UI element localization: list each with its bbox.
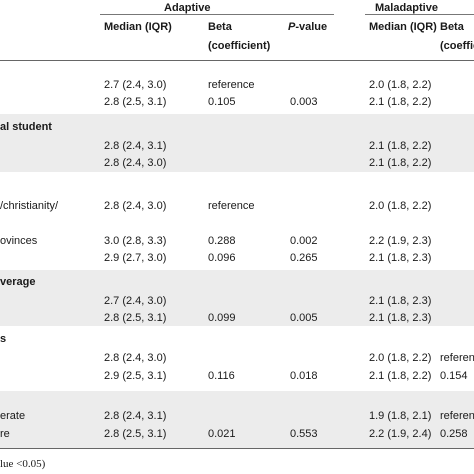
row-label: erate: [0, 410, 26, 422]
cell-beta-adaptive: reference: [208, 200, 255, 212]
cell-median-adaptive: 2.8 (2.4, 3.1): [104, 410, 167, 422]
cell-median-maladaptive: 2.0 (1.8, 2.2): [369, 79, 432, 91]
section-label: s: [0, 333, 7, 345]
cell-p-value: 0.005: [290, 312, 318, 324]
header-beta-adaptive: Beta: [208, 21, 232, 33]
cell-beta-adaptive: 0.288: [208, 235, 236, 247]
cell-median-maladaptive: 2.1 (1.8, 2.3): [369, 312, 432, 324]
cell-median-adaptive: 2.8 (2.4, 3.0): [104, 352, 167, 364]
header-median-adaptive: Median (IQR): [104, 21, 172, 33]
header-bottom-rule: [0, 60, 474, 61]
table-footnote: lue <0.05): [0, 458, 46, 470]
cell-median-adaptive: 2.8 (2.4, 3.1): [104, 140, 167, 152]
row-label: /christianity/: [0, 200, 59, 212]
cell-median-maladaptive: 2.1 (1.8, 2.2): [369, 96, 432, 108]
cell-median-adaptive: 3.0 (2.8, 3.3): [104, 235, 167, 247]
section-label: verage: [0, 276, 36, 288]
cell-median-maladaptive: 2.0 (1.8, 2.2): [369, 200, 432, 212]
header-group-maladaptive: Maladaptive: [375, 2, 438, 14]
cell-beta-adaptive: 0.096: [208, 252, 236, 264]
cell-median-adaptive: 2.8 (2.5, 3.1): [104, 428, 167, 440]
row-label: ovinces: [0, 235, 38, 247]
cell-p-value: 0.003: [290, 96, 318, 108]
cell-median-adaptive: 2.7 (2.4, 3.0): [104, 295, 167, 307]
cell-beta-adaptive: 0.099: [208, 312, 236, 324]
header-group-adaptive: Adaptive: [164, 2, 211, 14]
cell-median-maladaptive: 2.2 (1.9, 2.4): [369, 428, 432, 440]
section-band: [0, 391, 474, 448]
table-bottom-rule: [0, 448, 474, 449]
cell-median-adaptive: 2.7 (2.4, 3.0): [104, 79, 167, 91]
section-band: [0, 270, 474, 326]
cell-beta-adaptive: 0.105: [208, 96, 236, 108]
cell-beta-maladaptive: referen: [440, 410, 474, 422]
cell-beta-maladaptive: 0.258: [440, 428, 468, 440]
header-beta-adaptive-line2: (coefficient): [208, 40, 271, 52]
cell-median-maladaptive: 2.1 (1.8, 2.3): [369, 295, 432, 307]
header-median-maladaptive: Median (IQR): [369, 21, 437, 33]
cell-median-maladaptive: 2.0 (1.8, 2.2): [369, 352, 432, 364]
cell-beta-maladaptive: 0.154: [440, 370, 468, 382]
header-group-rule-maladaptive: [365, 14, 474, 15]
header-group-rule-adaptive: [100, 14, 334, 15]
cell-median-maladaptive: 2.1 (1.8, 2.2): [369, 140, 432, 152]
cell-beta-maladaptive: referen: [440, 352, 474, 364]
cell-p-value: 0.002: [290, 235, 318, 247]
section-band: [0, 114, 474, 172]
cell-median-maladaptive: 2.1 (1.8, 2.2): [369, 157, 432, 169]
cell-median-maladaptive: 2.1 (1.8, 2.3): [369, 252, 432, 264]
cell-median-maladaptive: 2.2 (1.9, 2.3): [369, 235, 432, 247]
cell-median-adaptive: 2.9 (2.5, 3.1): [104, 370, 167, 382]
cell-beta-adaptive: 0.116: [208, 370, 235, 382]
cell-median-maladaptive: 2.1 (1.8, 2.2): [369, 370, 432, 382]
header-p-value: P-value: [288, 21, 328, 33]
cell-median-adaptive: 2.8 (2.4, 3.0): [104, 200, 167, 212]
cell-p-value: 0.265: [290, 252, 318, 264]
cell-p-value: 0.018: [290, 370, 318, 382]
cell-p-value: 0.553: [290, 428, 318, 440]
cell-beta-adaptive: 0.021: [208, 428, 236, 440]
header-beta-maladaptive: Beta: [440, 21, 464, 33]
cell-median-adaptive: 2.8 (2.5, 3.1): [104, 96, 167, 108]
row-label: re: [0, 428, 10, 440]
section-label: al student: [0, 121, 52, 133]
cell-median-adaptive: 2.8 (2.5, 3.1): [104, 312, 167, 324]
cell-beta-adaptive: reference: [208, 79, 255, 91]
cell-median-maladaptive: 1.9 (1.8, 2.1): [369, 410, 432, 422]
cell-median-adaptive: 2.8 (2.4, 3.0): [104, 157, 167, 169]
header-beta-maladaptive-line2: (coeffici: [440, 40, 474, 52]
cell-median-adaptive: 2.9 (2.7, 3.0): [104, 252, 167, 264]
